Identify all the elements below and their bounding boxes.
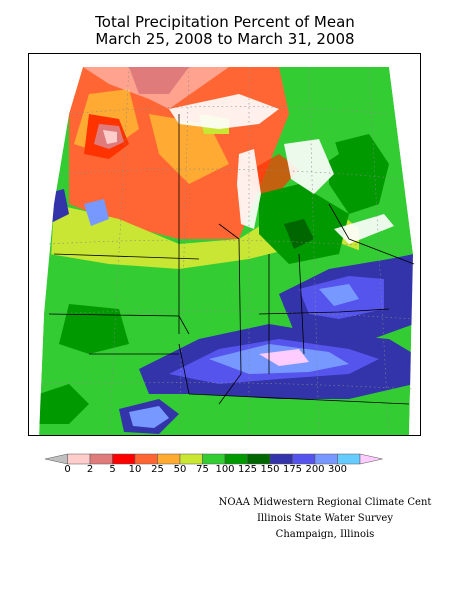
legend-label: 2 [86, 464, 94, 475]
legend-label: 300 [327, 464, 348, 475]
legend-label: 50 [173, 464, 187, 475]
lake-erie [334, 214, 394, 244]
legend-label: 10 [128, 464, 142, 475]
credit-location: Champaign, Illinois [275, 529, 375, 540]
legend-label: 200 [305, 464, 325, 475]
legend-label: 100 [215, 464, 235, 475]
legend-swatch [112, 453, 136, 465]
legend-swatch [247, 453, 271, 465]
lake-superior [169, 94, 279, 129]
lake-huron [284, 139, 334, 194]
legend-swatch [89, 453, 113, 465]
map-title: Total Precipitation Percent of Mean [95, 13, 355, 31]
legend-swatch [67, 453, 91, 465]
legend-swatch [202, 453, 226, 465]
precipitation-map [28, 53, 421, 436]
legend-label: 0 [64, 464, 71, 475]
legend-swatch [157, 453, 181, 465]
map-date-range: March 25, 2008 to March 31, 2008 [95, 30, 355, 48]
legend-label: 150 [260, 464, 280, 475]
legend-swatch [359, 453, 383, 465]
legend-label: 175 [282, 464, 303, 475]
legend-swatch [224, 453, 248, 465]
legend-swatch [44, 453, 68, 465]
legend-label: 5 [109, 464, 116, 475]
legend-swatch [314, 453, 338, 465]
legend-swatch [134, 453, 158, 465]
legend-label: 125 [237, 464, 258, 475]
color-legend [44, 453, 383, 465]
legend-label: 75 [196, 464, 209, 475]
legend-swatch [179, 453, 203, 465]
credit-isws: Illinois State Water Survey [256, 513, 393, 524]
legend-label: 25 [151, 464, 164, 475]
credit-noaa: NOAA Midwestern Regional Climate Cent [218, 497, 432, 508]
legend-swatch [292, 453, 316, 465]
legend-swatch [269, 453, 293, 465]
legend-swatch [337, 453, 361, 465]
